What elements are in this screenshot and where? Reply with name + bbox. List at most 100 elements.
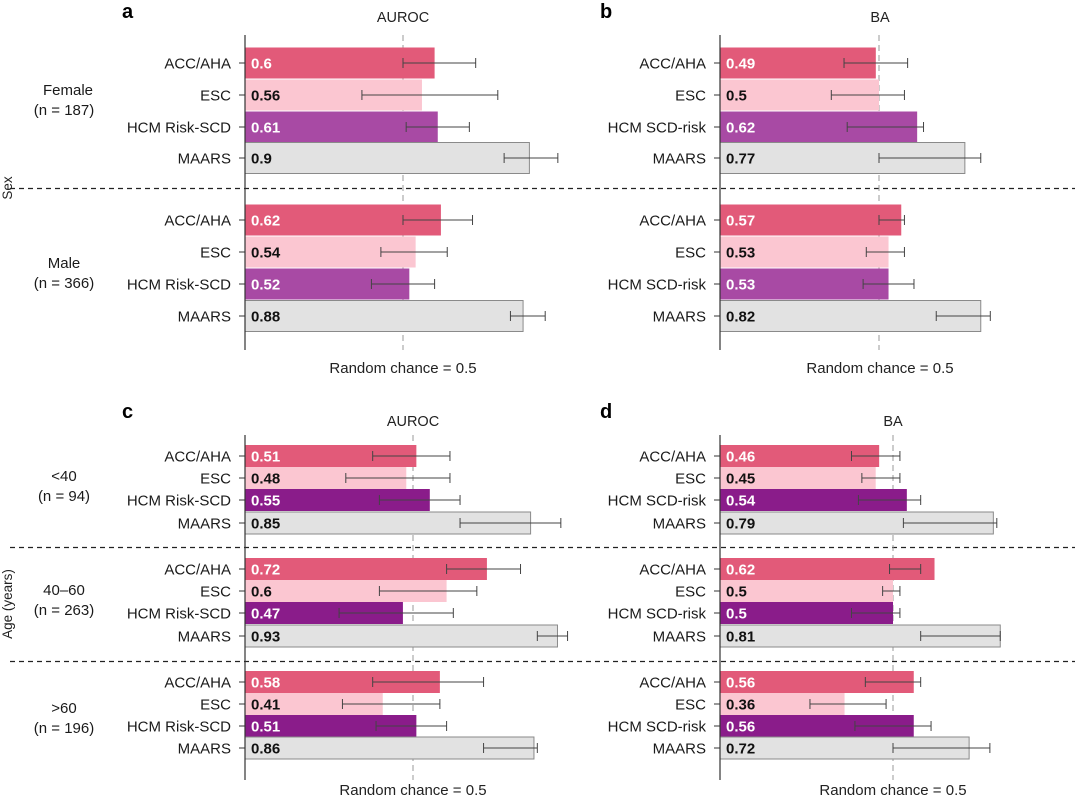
value-label-d-60-n-196-maars: 0.72	[726, 741, 755, 758]
value-label-a-female-n-187-esc: 0.56	[251, 88, 280, 105]
category-label-c-60-n-196-hcm-risk-scd: HCM Risk-SCD	[127, 719, 231, 736]
metric-title-c: AUROC	[387, 414, 439, 430]
bar-c-40-n-94-acc-aha	[245, 445, 417, 467]
panel-b: 0.49 ACC/AHA 0.5 ESC 0.62 HCM SCD-risk 0.77 MAA…	[600, 1, 991, 377]
category-label-b-female-n-187-hcm-scd-risk: HCM SCD-risk	[608, 120, 707, 137]
bar-d-40-60-n-263-acc-aha	[720, 558, 935, 580]
chance-label-a: Random chance = 0.5	[329, 360, 476, 377]
group-label-female: Female	[43, 82, 93, 99]
value-label-c-40-n-94-hcm-risk-scd: 0.55	[251, 493, 280, 510]
category-label-b-male-n-366-acc-aha: ACC/AHA	[639, 213, 706, 230]
group-n-female: (n = 187)	[34, 102, 94, 119]
value-label-c-40-n-94-acc-aha: 0.51	[251, 449, 280, 466]
category-label-b-female-n-187-maars: MAARS	[653, 151, 706, 168]
value-label-b-female-n-187-maars: 0.77	[726, 151, 755, 168]
category-label-b-male-n-366-maars: MAARS	[653, 309, 706, 326]
value-label-c-60-n-196-esc: 0.41	[251, 697, 280, 714]
category-label-c-40-n-94-hcm-risk-scd: HCM Risk-SCD	[127, 493, 231, 510]
category-label-c-40-60-n-263-esc: ESC	[200, 584, 231, 601]
value-label-b-female-n-187-acc-aha: 0.49	[726, 56, 755, 73]
value-label-a-female-n-187-hcm-risk-scd: 0.61	[251, 120, 280, 137]
panel-letter-c: c	[122, 401, 133, 423]
category-label-a-male-n-366-esc: ESC	[200, 245, 231, 262]
value-label-b-male-n-366-maars: 0.82	[726, 309, 755, 326]
value-label-c-60-n-196-maars: 0.86	[251, 741, 280, 758]
category-label-b-male-n-366-hcm-scd-risk: HCM SCD-risk	[608, 277, 707, 294]
value-label-a-male-n-366-maars: 0.88	[251, 309, 280, 326]
category-label-d-40-60-n-263-acc-aha: ACC/AHA	[639, 562, 706, 579]
bar-c-40-60-n-263-hcm-risk-scd	[245, 602, 403, 624]
value-label-d-60-n-196-esc: 0.36	[726, 697, 755, 714]
bar-c-40-60-n-263-esc	[245, 580, 447, 602]
value-label-d-40-60-n-263-esc: 0.5	[726, 584, 747, 601]
panel-letter-a: a	[122, 1, 134, 23]
category-label-a-female-n-187-esc: ESC	[200, 88, 231, 105]
group-n-lt40: (n = 94)	[38, 488, 90, 505]
group-n-male: (n = 366)	[34, 275, 94, 292]
group-label-40-60: 40–60	[43, 582, 85, 599]
static-layer: Sex Age (years) Female (n = 187) Male (n…	[0, 82, 1075, 737]
bar-d-60-n-196-hcm-scd-risk	[720, 715, 914, 737]
category-label-d-40-n-94-esc: ESC	[675, 471, 706, 488]
category-label-c-60-n-196-esc: ESC	[200, 697, 231, 714]
bar-c-40-n-94-hcm-risk-scd	[245, 489, 430, 511]
metric-title-d: BA	[883, 414, 903, 430]
value-label-c-40-60-n-263-hcm-risk-scd: 0.47	[251, 606, 280, 623]
category-label-d-40-60-n-263-hcm-scd-risk: HCM SCD-risk	[608, 606, 707, 623]
bar-d-40-n-94-acc-aha	[720, 445, 880, 467]
category-label-c-40-n-94-esc: ESC	[200, 471, 231, 488]
category-label-c-60-n-196-maars: MAARS	[178, 741, 231, 758]
value-label-c-40-60-n-263-esc: 0.6	[251, 584, 272, 601]
value-label-c-60-n-196-acc-aha: 0.58	[251, 675, 280, 692]
bar-c-60-n-196-esc	[245, 693, 383, 715]
bar-b-male-n-366-esc	[720, 236, 889, 268]
category-label-d-60-n-196-esc: ESC	[675, 697, 706, 714]
category-label-a-male-n-366-hcm-risk-scd: HCM Risk-SCD	[127, 277, 231, 294]
value-label-b-female-n-187-esc: 0.5	[726, 88, 747, 105]
category-label-c-40-n-94-acc-aha: ACC/AHA	[164, 449, 231, 466]
value-label-c-40-60-n-263-acc-aha: 0.72	[251, 562, 280, 579]
panel-d: 0.46 ACC/AHA 0.45 ESC 0.54 HCM SCD-risk 0.79 MA…	[600, 401, 1001, 799]
category-label-c-60-n-196-acc-aha: ACC/AHA	[164, 675, 231, 692]
category-label-b-female-n-187-acc-aha: ACC/AHA	[639, 56, 706, 73]
bar-a-female-n-187-maars	[244, 142, 530, 174]
value-label-d-40-60-n-263-maars: 0.81	[726, 629, 755, 646]
age-axis-label: Age (years)	[0, 569, 15, 639]
value-label-c-40-n-94-maars: 0.85	[251, 516, 280, 533]
group-label-male: Male	[48, 255, 81, 272]
value-label-d-40-60-n-263-acc-aha: 0.62	[726, 562, 755, 579]
group-label-lt40: <40	[51, 468, 76, 485]
category-label-d-40-n-94-acc-aha: ACC/AHA	[639, 449, 706, 466]
bar-c-40-60-n-263-acc-aha	[245, 558, 487, 580]
bar-d-40-n-94-hcm-scd-risk	[720, 489, 907, 511]
bar-a-female-n-187-hcm-risk-scd	[245, 111, 438, 143]
sex-axis-label: Sex	[0, 176, 15, 200]
group-label-gt60: >60	[51, 700, 76, 717]
category-label-c-40-60-n-263-maars: MAARS	[178, 629, 231, 646]
category-label-a-male-n-366-acc-aha: ACC/AHA	[164, 213, 231, 230]
value-label-c-40-60-n-263-maars: 0.93	[251, 629, 280, 646]
value-label-a-female-n-187-maars: 0.9	[251, 151, 272, 168]
bar-d-60-n-196-esc	[720, 693, 845, 715]
metric-title-b: BA	[870, 10, 890, 26]
group-n-40-60: (n = 263)	[34, 602, 94, 619]
value-label-b-male-n-366-hcm-scd-risk: 0.53	[726, 277, 755, 294]
bar-c-60-n-196-acc-aha	[245, 671, 440, 693]
value-label-d-40-n-94-maars: 0.79	[726, 516, 755, 533]
bar-d-60-n-196-acc-aha	[720, 671, 914, 693]
value-label-b-male-n-366-acc-aha: 0.57	[726, 213, 755, 230]
metric-title-a: AUROC	[377, 10, 429, 26]
bar-c-40-60-n-263-maars	[244, 624, 558, 648]
bar-c-40-n-94-esc	[245, 467, 407, 489]
category-label-c-40-60-n-263-acc-aha: ACC/AHA	[164, 562, 231, 579]
category-label-c-40-60-n-263-hcm-risk-scd: HCM Risk-SCD	[127, 606, 231, 623]
category-label-d-60-n-196-acc-aha: ACC/AHA	[639, 675, 706, 692]
bar-b-male-n-366-hcm-scd-risk	[720, 268, 889, 300]
category-label-d-40-60-n-263-esc: ESC	[675, 584, 706, 601]
panel-letter-d: d	[600, 401, 612, 423]
value-label-a-male-n-366-acc-aha: 0.62	[251, 213, 280, 230]
bar-d-40-60-n-263-hcm-scd-risk	[720, 602, 893, 624]
panel-letter-b: b	[600, 1, 612, 23]
value-label-a-male-n-366-esc: 0.54	[251, 245, 281, 262]
